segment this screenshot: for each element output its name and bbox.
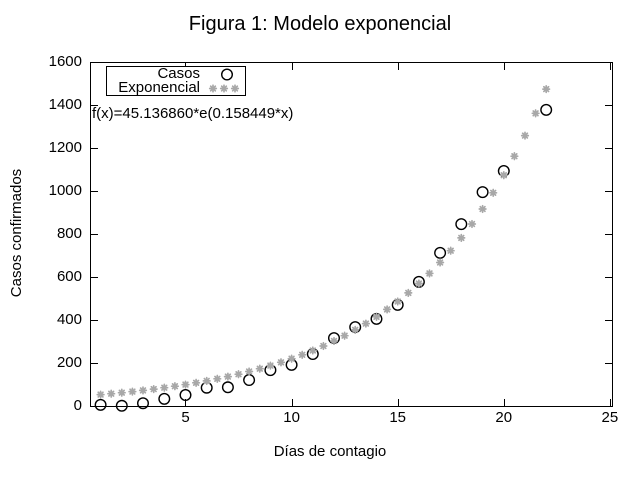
y-tick-label: 200 [56, 354, 82, 371]
data-point-circle [94, 398, 107, 411]
y-tick-label: 600 [56, 268, 82, 285]
x-axis-label: Días de contagio [273, 443, 387, 460]
y-tick-label: 400 [56, 311, 82, 328]
y-tick-label: 1600 [48, 53, 82, 70]
y-tick-label: 800 [56, 225, 82, 242]
legend-entry-exponencial: Exponencial [107, 79, 245, 96]
open-circle-icon [207, 67, 241, 81]
legend-circle-glyph [220, 68, 234, 81]
y-tick-label: 1200 [48, 139, 82, 156]
data-point-circle [540, 103, 553, 116]
x-tick-label: 15 [389, 409, 407, 426]
legend-asterisk-glyphs [208, 84, 240, 93]
data-point-circle [243, 374, 256, 387]
data-point-circle [179, 389, 192, 402]
x-tick-label: 10 [283, 409, 300, 426]
data-point-circle [115, 399, 128, 412]
asterisk-icon [207, 81, 241, 95]
y-tick-label: 1400 [48, 96, 82, 113]
plot-frame [90, 62, 613, 407]
x-tick-label: 25 [601, 409, 619, 426]
legend: Casos Exponencial [106, 66, 246, 96]
x-tick-label: 5 [181, 409, 190, 426]
fit-points-asterisks [96, 84, 551, 399]
data-point-circle [476, 186, 489, 199]
data-point-circle [136, 397, 149, 410]
y-tick-label: 0 [73, 397, 82, 414]
data-point-circle [221, 381, 234, 394]
x-tick-label: 20 [495, 409, 513, 426]
legend-label-casos: Casos [157, 65, 200, 82]
fit-formula-annotation: f(x)=45.136860*e(0.158449*x) [92, 105, 294, 122]
data-point-circle [158, 392, 171, 405]
legend-label-exponencial: Exponencial [118, 79, 200, 96]
data-point-circle [455, 218, 468, 231]
chart-title: Figura 1: Modelo exponencial [188, 13, 452, 35]
data-point-circle [434, 246, 447, 259]
legend-entry-casos: Casos [107, 65, 245, 82]
y-tick-label: 1000 [48, 182, 82, 199]
